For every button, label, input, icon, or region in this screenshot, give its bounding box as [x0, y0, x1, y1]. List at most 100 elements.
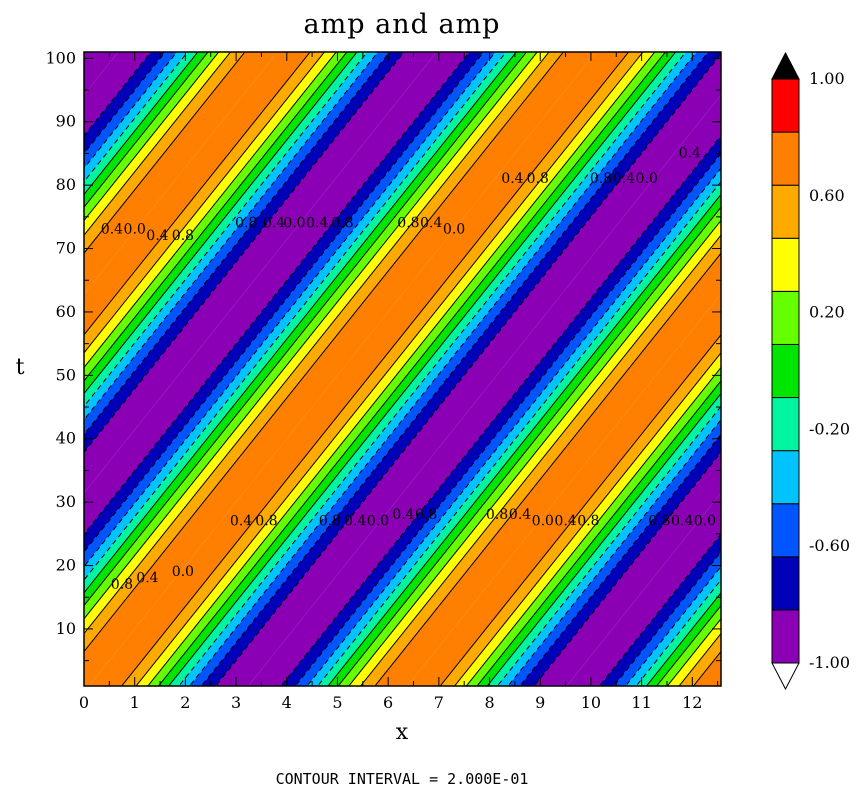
contour-line	[188, 52, 698, 686]
x-tick-label: 3	[231, 693, 241, 712]
band-rising	[307, 168, 721, 686]
contour-line	[84, 52, 485, 553]
contour-line	[84, 52, 379, 421]
contour-label: 0.4	[509, 507, 532, 523]
contour-label: 0.0	[443, 221, 465, 237]
contour-label: 0.4	[420, 215, 443, 231]
contour-line	[816, 39, 866, 698]
contour-line	[0, 39, 16, 698]
band-falling	[0, 39, 2, 698]
contour-lines	[0, 39, 866, 698]
colorbar-swatch	[771, 343, 800, 399]
y-tick-label: 10	[56, 619, 76, 638]
contour-label: 0.4	[230, 513, 253, 529]
contour-line	[84, 52, 311, 336]
contour-line	[84, 52, 518, 594]
contour-label: 0.4	[146, 228, 169, 244]
contour-line	[453, 352, 721, 686]
contour-line	[84, 52, 178, 170]
colorbar-swatch	[771, 184, 800, 239]
colorbar-swatch	[771, 556, 800, 611]
contour-label: 0.8	[111, 576, 133, 592]
contour-label: 0.8	[590, 171, 612, 187]
contour-line	[135, 52, 644, 686]
contour-line	[84, 52, 507, 581]
contour-label: 0.8	[397, 215, 419, 231]
contour-line	[374, 252, 721, 686]
x-axis-label: x	[396, 720, 409, 745]
colorbar-swatch	[771, 237, 800, 292]
colorbar-label: 0.20	[809, 303, 845, 322]
contour-line	[749, 39, 866, 698]
colorbar-label: 1.00	[809, 69, 845, 88]
colorbar-label: 0.60	[809, 186, 845, 205]
y-tick-label: 90	[56, 112, 76, 131]
band-falling	[749, 39, 866, 698]
band-rising	[84, 52, 278, 294]
x-tick-label: 12	[682, 693, 702, 712]
y-axis-label: t	[16, 355, 25, 380]
x-tick-label: 2	[180, 693, 190, 712]
contour-line	[84, 52, 189, 183]
contour-label: 0.0	[694, 513, 716, 529]
colorbar-swatch	[771, 609, 800, 664]
contour-label: 0.4	[671, 513, 694, 529]
contour-line	[796, 39, 866, 698]
y-tick-label: 60	[56, 302, 76, 321]
contour-line	[0, 39, 59, 698]
contour-line	[215, 53, 721, 686]
contour-line	[84, 52, 209, 208]
contour-label: 0.4	[263, 215, 286, 231]
contour-line	[84, 52, 232, 236]
band-falling	[407, 294, 721, 686]
contour-label: 0.8	[172, 228, 194, 244]
band-rising	[566, 493, 721, 686]
contour-label: 0.8	[577, 513, 599, 529]
contour-label: 0.4	[136, 570, 159, 586]
band-rising	[613, 551, 721, 686]
x-tick-label: 0	[79, 693, 89, 712]
x-tick-label: 6	[383, 693, 393, 712]
colorbar-swatch	[771, 290, 800, 345]
band-falling	[0, 39, 59, 698]
band-falling	[816, 39, 866, 698]
contour-line	[178, 52, 687, 686]
colorbar-label: -1.00	[809, 653, 850, 672]
band-falling	[136, 52, 655, 686]
contour-label: 0.4	[344, 513, 367, 529]
band-falling	[147, 52, 666, 686]
band-rising	[248, 94, 721, 686]
contour-line	[843, 39, 866, 698]
contour-label: 0.8	[486, 507, 508, 523]
contour-interval-note: CONTOUR INTERVAL = 2.000E-01	[276, 770, 529, 787]
contour-label: 0.0	[367, 513, 389, 529]
contour-label: 0.4	[101, 221, 124, 237]
contour-line	[84, 52, 391, 436]
chart-title: amp and amp	[304, 9, 501, 40]
contour-line	[0, 39, 2, 698]
contour-line	[337, 206, 721, 686]
y-tick-label: 70	[56, 239, 76, 258]
contour-line	[84, 52, 246, 254]
contour-label: 0.0	[635, 171, 657, 187]
contour-label: 0.8	[526, 171, 548, 187]
band-rising	[89, 52, 596, 686]
contour-line	[84, 52, 471, 535]
band-falling	[84, 52, 378, 420]
band-falling	[89, 52, 629, 686]
contour-line	[84, 52, 337, 369]
colorbar-over-arrow	[771, 51, 800, 80]
contour-label: 0.8	[415, 507, 437, 523]
contour-line	[168, 52, 677, 686]
contour-line	[84, 52, 565, 653]
y-tick-label: 50	[56, 365, 76, 384]
y-axis: 10 20 30 40 50 60 70 80 90 100	[45, 48, 721, 662]
band-falling	[508, 419, 721, 686]
band-falling	[796, 39, 866, 698]
colorbar-label: -0.20	[809, 419, 850, 438]
x-tick-label: 5	[332, 693, 342, 712]
contour-line	[486, 392, 721, 686]
colorbar-label: -0.60	[809, 536, 850, 555]
colorbar: 1.00 0.60 0.20 -0.20 -0.60 -1.00	[771, 51, 850, 691]
colorbar-swatch	[771, 397, 800, 452]
